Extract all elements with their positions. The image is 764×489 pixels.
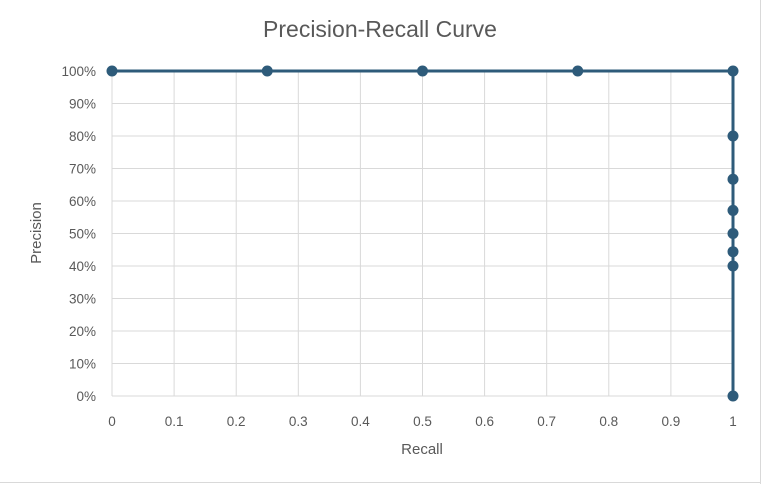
y-tick-label: 100% <box>61 64 96 79</box>
data-point <box>727 65 739 77</box>
series-layer <box>106 65 739 402</box>
x-tick-label: 0.4 <box>351 414 370 429</box>
x-tick-label: 0.5 <box>413 414 432 429</box>
y-tick-label: 10% <box>69 357 96 372</box>
data-point <box>727 173 739 185</box>
y-tick-label: 50% <box>69 227 96 242</box>
x-tick-label: 0.6 <box>475 414 494 429</box>
x-tick-label: 0.9 <box>662 414 681 429</box>
data-point <box>261 65 273 77</box>
y-axis-tick-labels: 0% 10% 20% 30% 40% 50% 60% 70% 80% 90% 100% <box>61 64 96 404</box>
chart-title: Precision-Recall Curve <box>263 16 497 42</box>
x-axis-title: Recall <box>401 441 443 458</box>
y-tick-label: 90% <box>69 97 96 112</box>
y-tick-label: 70% <box>69 162 96 177</box>
x-tick-label: 1 <box>729 414 737 429</box>
data-point <box>417 65 428 77</box>
x-axis-tick-labels: 0 0.1 0.2 0.3 0.4 0.5 0.6 0.7 0.8 0.9 1 <box>108 414 737 429</box>
y-tick-label: 30% <box>69 292 96 307</box>
y-tick-label: 60% <box>69 194 96 209</box>
x-tick-label: 0 <box>108 414 116 429</box>
data-point <box>727 228 739 239</box>
y-tick-label: 40% <box>69 259 96 274</box>
gridlines <box>111 70 734 397</box>
y-tick-label: 80% <box>69 129 96 144</box>
x-tick-label: 0.2 <box>227 414 246 429</box>
x-tick-label: 0.1 <box>165 414 184 429</box>
x-tick-label: 0.7 <box>537 414 556 429</box>
x-tick-label: 0.3 <box>289 414 308 429</box>
bottom-border-line <box>0 482 760 483</box>
data-point <box>727 130 739 142</box>
y-tick-label: 0% <box>76 389 96 404</box>
data-point <box>727 246 739 258</box>
right-border-line <box>760 0 761 484</box>
data-point <box>106 65 118 77</box>
y-axis-title: Precision <box>28 202 45 264</box>
data-point <box>727 390 739 402</box>
data-point <box>727 260 739 272</box>
data-point <box>572 65 584 77</box>
data-point <box>727 204 739 216</box>
y-tick-label: 20% <box>69 324 96 339</box>
x-tick-label: 0.8 <box>599 414 618 429</box>
